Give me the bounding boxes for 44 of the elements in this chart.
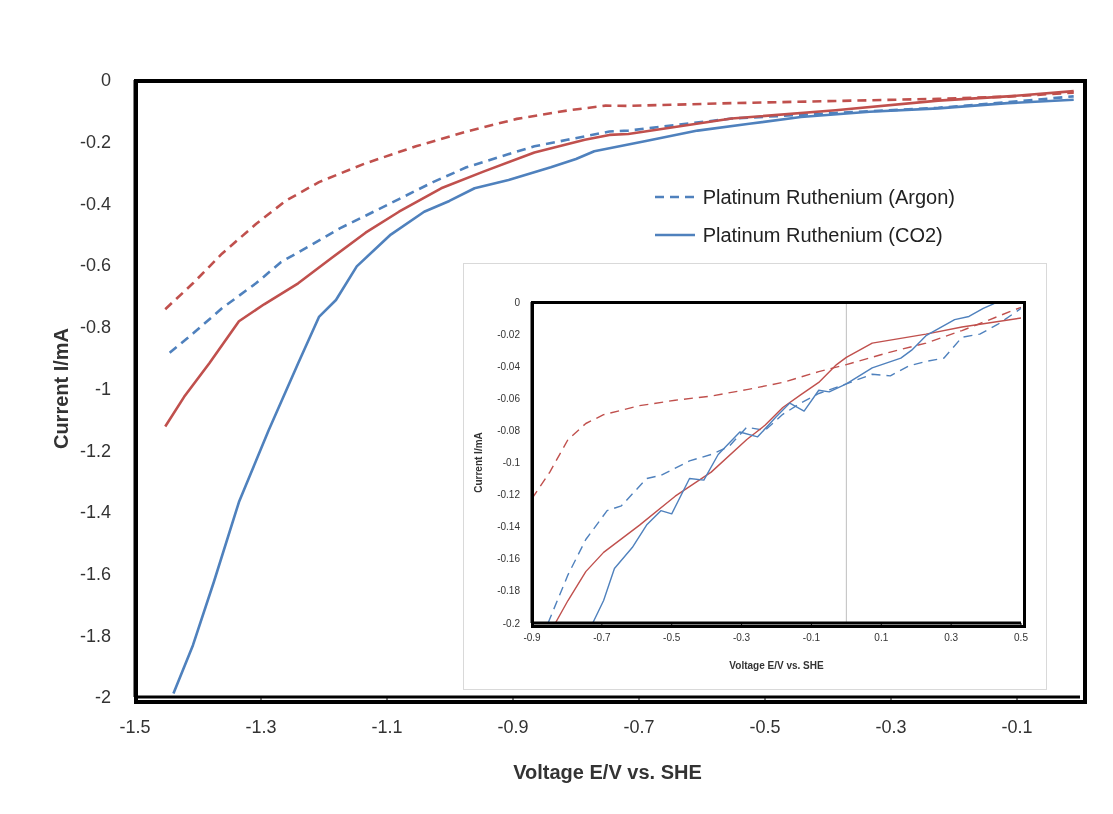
y-tick-label: -0.4 (79, 193, 111, 214)
x-tick-label: -0.3 (875, 716, 907, 737)
y-tick-label: -0.8 (79, 317, 111, 338)
y-tick-label: 0 (100, 70, 111, 91)
x-tick-label: -0.7 (623, 716, 655, 737)
x-tick-label: 0.3 (944, 632, 959, 644)
y-axis-title: Current I/mA (50, 327, 73, 450)
y-tick-label: -1.2 (79, 440, 111, 461)
y-tick-label: -0.02 (497, 328, 521, 340)
x-tick-label: -0.5 (749, 716, 781, 737)
legend-label: Platinum Ruthenium (CO2) (702, 223, 943, 248)
y-tick-label: 0 (514, 296, 521, 308)
y-tick-label: -0.16 (497, 553, 521, 565)
x-tick-label: 0.5 (1014, 632, 1029, 644)
x-axis-title: Voltage E/V vs. SHE (513, 761, 702, 783)
x-tick-label: -0.9 (497, 716, 529, 737)
y-tick-label: -0.1 (502, 457, 521, 469)
y-tick-label: -0.2 (502, 617, 521, 629)
y-tick-label: -0.6 (79, 255, 111, 276)
y-tick-label: -0.08 (497, 424, 521, 436)
y-tick-label: -1.8 (79, 625, 111, 646)
y-tick-label: -0.04 (497, 360, 521, 372)
y-tick-label: -1.4 (79, 502, 111, 523)
y-tick-label: -0.12 (497, 489, 521, 501)
x-tick-label: -0.1 (1001, 716, 1033, 737)
x-tick-label: -0.5 (663, 632, 681, 644)
x-tick-label: -1.1 (371, 716, 403, 737)
x-tick-label: -0.9 (523, 632, 542, 644)
y-tick-label: -2 (94, 687, 111, 708)
y-tick-label: -0.14 (497, 521, 521, 533)
y-axis-title: Current I/mA (472, 432, 484, 493)
y-tick-label: -1.6 (79, 563, 111, 584)
x-tick-label: -0.1 (802, 632, 821, 644)
x-axis-title: Voltage E/V vs. SHE (729, 660, 824, 671)
x-tick-label: -1.5 (119, 716, 151, 737)
legend-label: Platinum Ruthenium (Argon) (702, 185, 955, 210)
x-tick-label: 0.1 (874, 632, 889, 644)
y-tick-label: -0.2 (79, 132, 111, 153)
y-tick-label: -0.18 (497, 585, 521, 597)
x-tick-label: -0.7 (593, 632, 611, 644)
y-tick-label: -0.06 (497, 392, 521, 404)
x-tick-label: -0.3 (732, 632, 751, 644)
y-tick-label: -1 (94, 378, 111, 399)
x-tick-label: -1.3 (245, 716, 277, 737)
